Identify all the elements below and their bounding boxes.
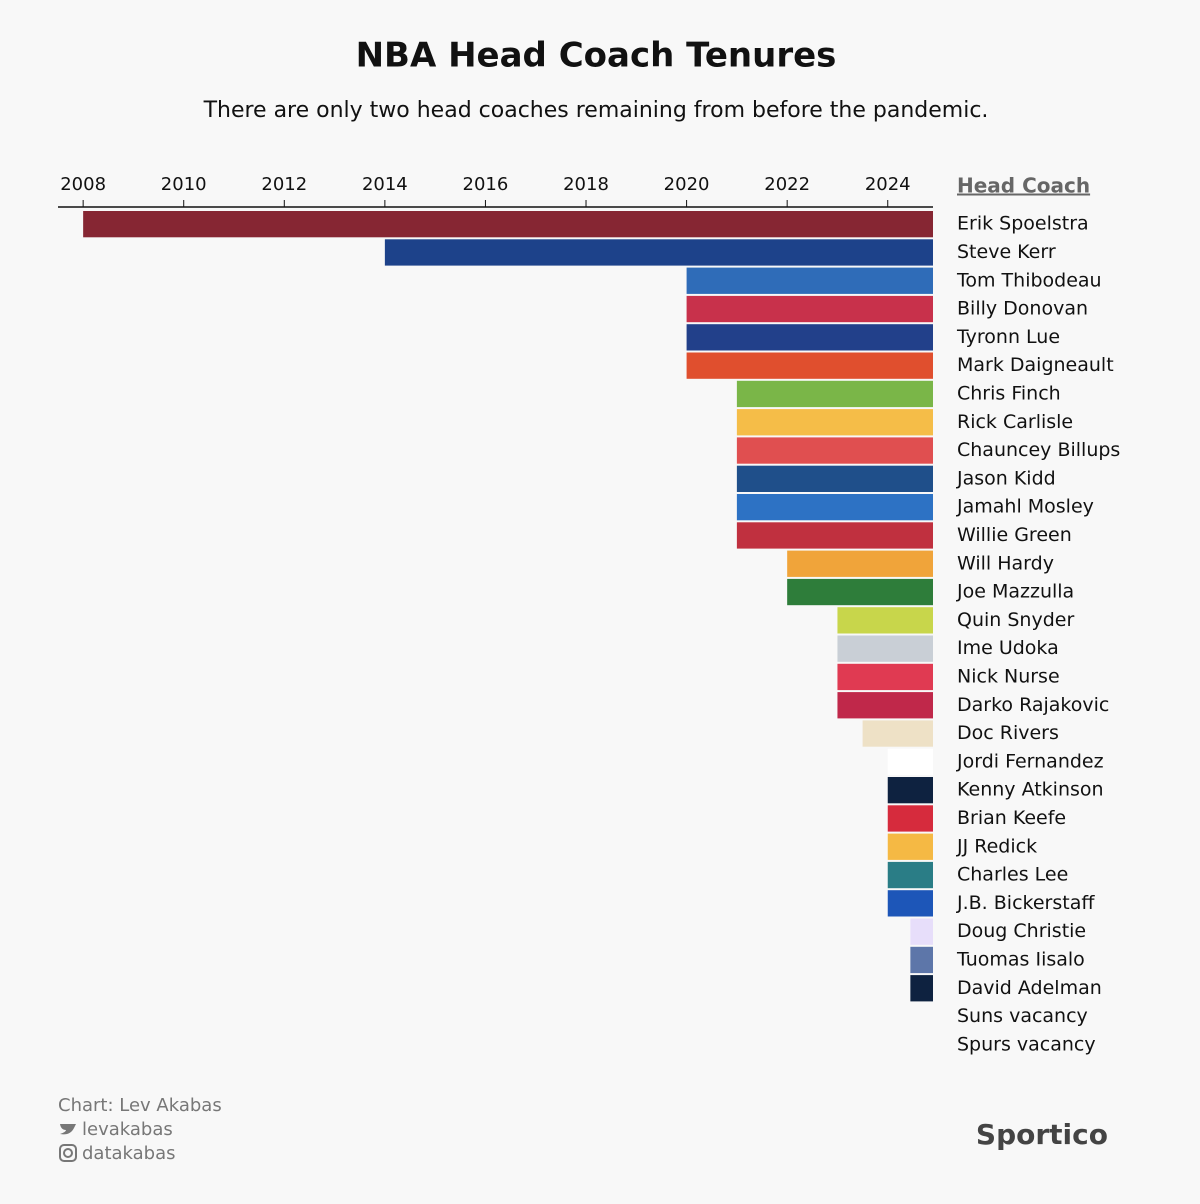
twitter-handle: levakabas — [82, 1119, 173, 1140]
coach-name: Nick Nurse — [957, 665, 1060, 687]
credit: Chart: Lev Akabas — [58, 1095, 222, 1116]
coach-name: Charles Lee — [957, 864, 1068, 886]
coach-name: Mark Daigneault — [957, 354, 1114, 376]
coach-name: Steve Kerr — [957, 241, 1056, 263]
brand: Sportico — [976, 1118, 1108, 1151]
x-tick-label: 2022 — [764, 174, 810, 195]
bar — [686, 295, 933, 323]
bar — [736, 380, 933, 408]
bar — [83, 211, 933, 238]
coach-name: Doug Christie — [957, 920, 1086, 942]
bar — [837, 635, 933, 662]
x-tick-label: 2012 — [261, 174, 307, 195]
bar — [887, 805, 933, 832]
bar — [837, 607, 933, 634]
bar — [910, 918, 933, 945]
bar — [384, 239, 934, 266]
coach-name: Kenny Atkinson — [957, 779, 1104, 801]
instagram-handle: datakabas — [82, 1143, 176, 1164]
bar — [837, 692, 933, 719]
bar — [862, 720, 933, 747]
coach-name: Jamahl Mosley — [956, 496, 1094, 518]
bar — [837, 663, 933, 691]
coach-name: Doc Rivers — [957, 722, 1059, 744]
coach-name: J.B. Bickerstaff — [956, 892, 1095, 914]
bar — [787, 578, 933, 606]
coach-name: Billy Donovan — [957, 298, 1088, 320]
coach-name: Brian Keefe — [957, 807, 1066, 829]
chart-subtitle: There are only two head coaches remainin… — [203, 98, 989, 123]
coach-name: Tom Thibodeau — [956, 269, 1102, 291]
coach-name: Tyronn Lue — [956, 326, 1060, 348]
coach-name: Chauncey Billups — [957, 439, 1120, 461]
x-tick-label: 2010 — [161, 174, 207, 195]
bar — [736, 494, 933, 521]
coach-name: David Adelman — [957, 977, 1102, 999]
x-tick-label: 2014 — [362, 174, 408, 195]
coach-name: Chris Finch — [957, 382, 1061, 404]
bar — [910, 975, 933, 1002]
bar — [736, 522, 933, 549]
coach-name: Spurs vacancy — [957, 1033, 1096, 1055]
bar — [887, 748, 933, 775]
x-tick-label: 2008 — [60, 174, 106, 195]
bar — [686, 324, 933, 351]
coach-name: Ime Udoka — [957, 637, 1059, 659]
coach-name: JJ Redick — [956, 835, 1037, 857]
bar — [787, 550, 933, 577]
bar — [736, 465, 933, 492]
coach-name: Quin Snyder — [957, 609, 1074, 631]
coach-name: Darko Rajakovic — [957, 694, 1109, 716]
x-tick-label: 2020 — [664, 174, 710, 195]
twitter-icon — [60, 1124, 76, 1135]
coach-name: Rick Carlisle — [957, 411, 1073, 433]
bar — [887, 890, 933, 917]
bar — [686, 267, 933, 294]
coach-name: Jordi Fernandez — [956, 750, 1104, 772]
coach-name: Joe Mazzulla — [956, 581, 1074, 603]
coach-name: Willie Green — [957, 524, 1072, 546]
bar — [736, 437, 933, 464]
chart-title: NBA Head Coach Tenures — [356, 36, 837, 76]
instagram-icon — [63, 1148, 73, 1158]
coach-name: Tuomas Iisalo — [956, 948, 1085, 970]
coach-name: Will Hardy — [957, 552, 1054, 574]
instagram-icon — [59, 1144, 77, 1162]
coach-name: Suns vacancy — [957, 1005, 1088, 1027]
bar — [686, 352, 933, 379]
bar — [887, 777, 933, 804]
bar — [887, 833, 933, 860]
bar — [736, 409, 933, 436]
legend-title: Head Coach — [957, 174, 1090, 198]
x-tick-label: 2016 — [463, 174, 509, 195]
x-tick-label: 2018 — [563, 174, 609, 195]
bar — [910, 946, 933, 974]
coach-name: Erik Spoelstra — [957, 213, 1089, 235]
x-tick-label: 2024 — [865, 174, 911, 195]
bar — [887, 861, 933, 889]
coach-name: Jason Kidd — [956, 467, 1056, 489]
